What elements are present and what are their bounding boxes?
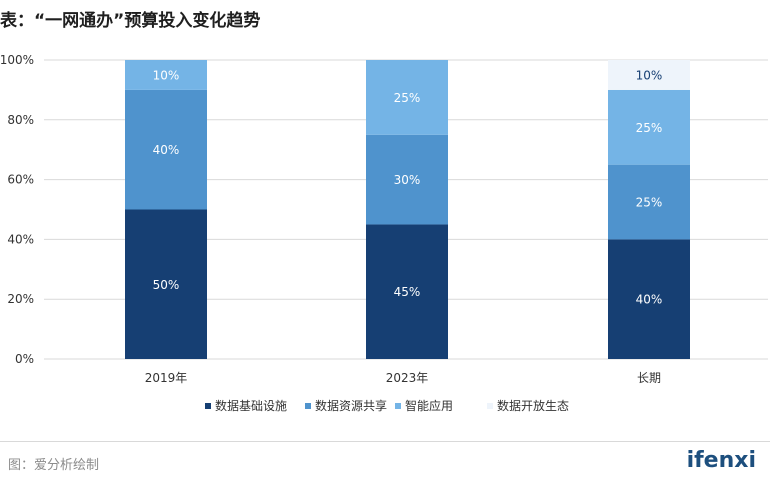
data-label: 25%	[636, 196, 663, 210]
data-label: 25%	[636, 121, 663, 135]
legend-item: 数据开放生态	[487, 398, 569, 413]
x-tick-label: 2023年	[386, 371, 429, 385]
legend-swatch	[487, 403, 493, 409]
bar-segment	[125, 209, 207, 359]
bars: 50% 40% 10% 45% 30% 25% 40% 25% 25% 10%	[125, 60, 690, 359]
data-label: 10%	[636, 68, 663, 82]
legend-item: 数据基础设施	[205, 398, 287, 413]
bar-segment	[608, 164, 690, 240]
y-axis: 0% 20% 40% 60% 80% 100%	[0, 53, 34, 366]
bar-segment	[125, 89, 207, 210]
bar-segment	[366, 134, 448, 225]
x-axis: 2019年 2023年 长期	[145, 371, 661, 385]
page-title: 表：“一网通办”预算投入变化趋势	[0, 11, 261, 31]
bar-segment	[366, 60, 448, 135]
legend: 数据基础设施 数据资源共享 智能应用 数据开放生态	[205, 398, 569, 413]
bar-segment	[608, 239, 690, 359]
legend-label: 数据基础设施	[215, 398, 287, 413]
data-label: 45%	[394, 285, 421, 299]
y-tick-label: 20%	[7, 292, 34, 306]
footer-divider	[0, 441, 770, 442]
legend-swatch	[305, 403, 311, 409]
x-tick-label: 2019年	[145, 371, 188, 385]
stacked-bar-chart: 0% 20% 40% 60% 80% 100% 50% 40% 10% 45% 30% 25% 40%…	[0, 53, 768, 413]
legend-item: 数据资源共享	[305, 398, 387, 413]
y-tick-label: 60%	[7, 173, 34, 187]
y-tick-label: 0%	[15, 352, 34, 366]
bar-segment	[125, 60, 207, 90]
data-label: 40%	[153, 143, 180, 157]
data-label: 25%	[394, 91, 421, 105]
ifenxi-logo: ifenxi	[686, 448, 756, 473]
y-tick-label: 80%	[7, 113, 34, 127]
legend-swatch	[205, 403, 211, 409]
legend-swatch	[395, 403, 401, 409]
legend-item: 智能应用	[395, 398, 453, 413]
source-note: 图：爱分析绘制	[8, 458, 100, 473]
bar-segment	[366, 224, 448, 359]
data-label: 30%	[394, 173, 421, 187]
data-label: 50%	[153, 278, 180, 292]
legend-label: 智能应用	[405, 398, 453, 413]
data-label: 40%	[636, 293, 663, 307]
data-label: 10%	[153, 68, 180, 82]
legend-label: 数据开放生态	[497, 398, 569, 413]
y-tick-label: 100%	[0, 53, 34, 67]
x-tick-label: 长期	[637, 371, 661, 385]
y-tick-label: 40%	[7, 232, 34, 246]
bar-segment	[608, 89, 690, 165]
legend-label: 数据资源共享	[315, 398, 387, 413]
bar-segment	[608, 60, 690, 90]
